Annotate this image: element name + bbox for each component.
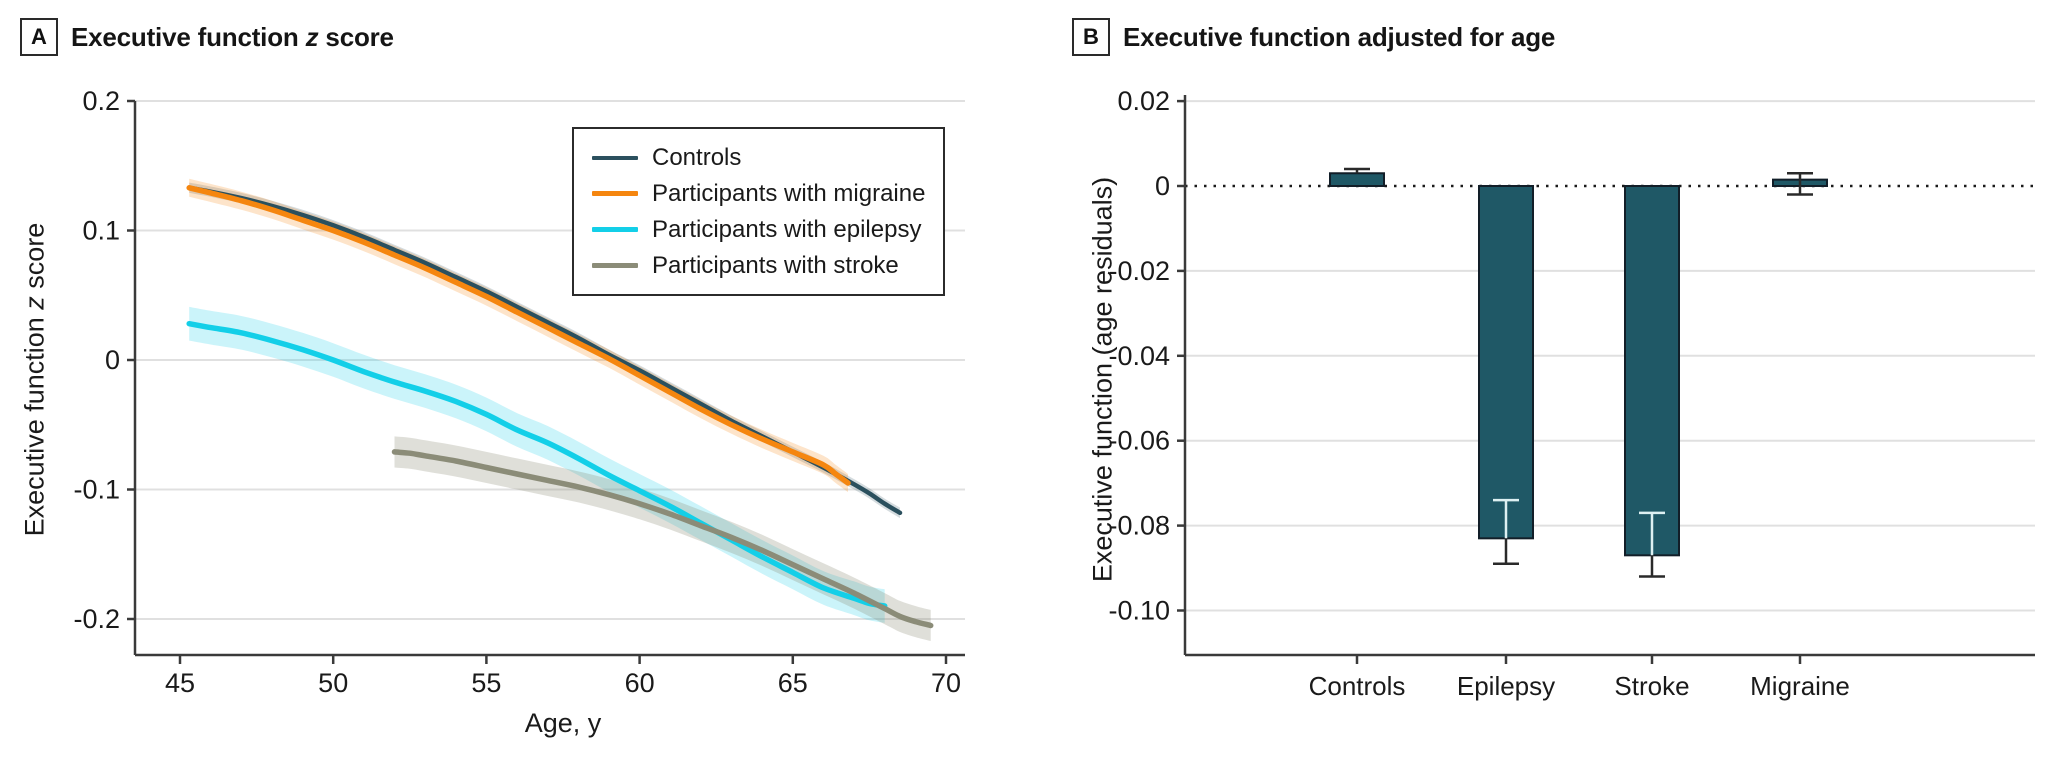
x-tick-label: 50: [318, 668, 348, 698]
x-category-label: Migraine: [1750, 671, 1850, 701]
series-line-epilepsy: [186, 320, 888, 609]
x-tick-label: 65: [778, 668, 808, 698]
title-part: Executive function: [71, 21, 306, 52]
x-category-label: Epilepsy: [1457, 671, 1555, 701]
ci-band-stroke: [394, 436, 931, 641]
y-tick-label: -0.2: [73, 604, 120, 634]
legend-label: Participants with migraine: [652, 180, 926, 207]
x-category-label: Stroke: [1614, 671, 1689, 701]
title-part: score: [318, 21, 394, 52]
y-tick-label: -0.1: [73, 475, 120, 505]
y-tick-label: 0: [105, 345, 120, 375]
legend-entry-stroke: Participants with stroke: [592, 250, 925, 281]
panel-b-title: Executive function adjusted for age: [1123, 21, 1556, 52]
title-italic-part: z: [305, 21, 319, 52]
error-bars: [1344, 167, 1813, 578]
confidence-bands: [189, 178, 931, 641]
series-line-stroke: [391, 449, 934, 629]
ci-band-migraine: [189, 178, 848, 493]
y-tick-label: -0.04: [1108, 341, 1170, 371]
legend-swatch-stroke: [592, 263, 638, 268]
y-tick-label: -0.10: [1108, 596, 1170, 626]
legend-entry-epilepsy: Participants with epilepsy: [592, 214, 925, 245]
ci-band-epilepsy: [189, 306, 885, 623]
legend: Controls Participants with migraine Partic…: [572, 127, 946, 296]
legend-label: Participants with epilepsy: [652, 216, 922, 243]
x-tick-label: 70: [931, 668, 961, 698]
bar-controls: [1329, 172, 1385, 187]
gridlines: [1185, 100, 2035, 612]
x-tick-label: 55: [471, 668, 501, 698]
series-line-migraine: [186, 185, 851, 486]
panel-b-chart: 0.02 0 -0.02 -0.04 -0.06 -0.08 -0.10 Controls Ep…: [1108, 86, 2035, 701]
x-tick-label: 45: [165, 668, 195, 698]
y-tick-label: 0: [1155, 171, 1170, 201]
panel-b-header: B Executive function adjusted for age: [1072, 18, 1555, 56]
y-tick-label: -0.06: [1108, 426, 1170, 456]
x-tick-label: 60: [625, 668, 655, 698]
bars: [1329, 172, 1828, 557]
y-tick-label: 0.2: [82, 86, 120, 116]
panel-a-letter: A: [20, 18, 58, 56]
legend-entry-controls: Controls: [592, 142, 925, 173]
y-tick-label: 0.1: [82, 216, 120, 246]
panel-b-letter: B: [1072, 18, 1110, 56]
y-tick-label: -0.02: [1108, 256, 1170, 286]
bar-stroke: [1624, 185, 1680, 557]
legend-swatch-migraine: [592, 191, 638, 196]
legend-entry-migraine: Participants with migraine: [592, 178, 925, 209]
panel-a-xlabel: Age, y: [524, 708, 602, 738]
y-tick-label: 0.02: [1117, 86, 1170, 116]
legend-label: Controls: [652, 144, 742, 171]
series-lines: [186, 185, 934, 629]
x-category-label: Controls: [1309, 671, 1406, 701]
legend-label: Participants with stroke: [652, 252, 899, 279]
panel-a-chart: 0.2 0.1 0 -0.1 -0.2 45 50 55 60 65 70: [73, 86, 965, 698]
legend-swatch-epilepsy: [592, 227, 638, 232]
panel-a-header: A Executive function z score: [20, 18, 394, 56]
legend-swatch-controls: [592, 155, 638, 160]
bar-epilepsy: [1478, 185, 1534, 540]
y-tick-label: -0.08: [1108, 511, 1170, 541]
panel-a-title: Executive function z score: [71, 22, 394, 53]
